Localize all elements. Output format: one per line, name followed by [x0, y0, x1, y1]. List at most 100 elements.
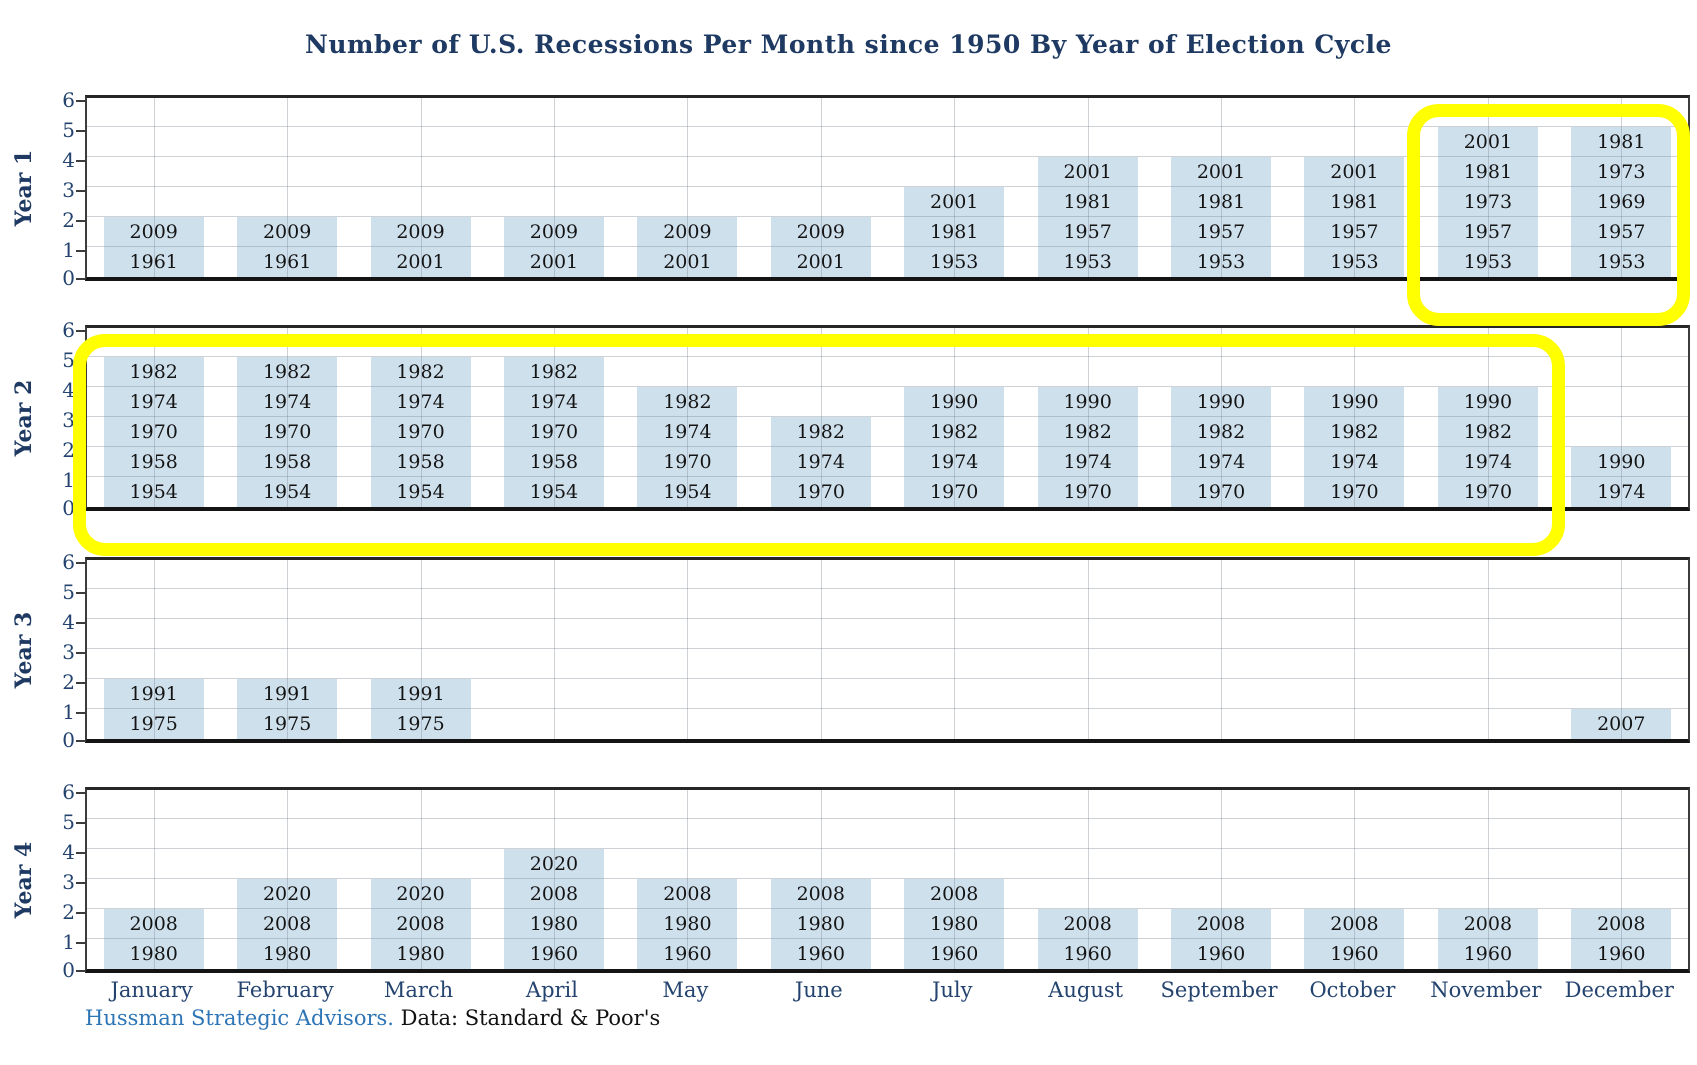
bar-segment-year: 1981	[1304, 187, 1405, 217]
y-tick-label: 0	[62, 266, 75, 290]
x-axis-label-december: December	[1564, 978, 1674, 1002]
gridline-horizontal	[87, 416, 1688, 417]
gridline-vertical	[1221, 560, 1223, 739]
bar-segment-year: 1974	[904, 447, 1005, 477]
x-axis-label-september: September	[1160, 978, 1278, 1002]
bar-segment-year: 1981	[1437, 157, 1538, 187]
bar-segment-year: 1960	[1037, 939, 1138, 969]
gridline-vertical	[553, 560, 555, 739]
panel-label-1: Year 1	[11, 149, 37, 227]
bar-segment-year: 1954	[370, 477, 471, 507]
bar-segment-year: 2001	[370, 247, 471, 277]
bar-segment-year: 1982	[1171, 417, 1272, 447]
y-tick-mark	[76, 792, 85, 794]
gridline-vertical	[820, 790, 822, 969]
bar-segment-year: 1974	[370, 387, 471, 417]
bar-segment-year: 1980	[770, 909, 871, 939]
x-axis-label-january: January	[110, 978, 193, 1002]
y-tick-label: 4	[62, 148, 75, 172]
bar-segment-year: 2001	[1437, 127, 1538, 157]
bar-segment-year: 1982	[237, 357, 338, 387]
y-tick-mark	[76, 822, 85, 824]
bar-segment-year: 1970	[1037, 477, 1138, 507]
bar-segment-year: 1974	[1571, 477, 1672, 507]
gridline-vertical	[553, 790, 555, 969]
bar-year1-november: 2001 1981 1973 1957 1953	[1437, 127, 1538, 277]
bar-segment-year: 1980	[503, 909, 604, 939]
y-tick-mark	[76, 450, 85, 452]
source-caption: Hussman Strategic Advisors. Data: Standa…	[85, 1006, 660, 1030]
source-link[interactable]: Hussman Strategic Advisors.	[85, 1006, 394, 1030]
bar-year2-march: 1982 1974 1970 1958 1954	[370, 357, 471, 507]
bar-segment-year: 1974	[237, 387, 338, 417]
x-axis-label-april: April	[525, 978, 578, 1002]
gridline-horizontal	[87, 648, 1688, 649]
gridline-vertical	[1354, 328, 1356, 507]
x-axis-label-october: October	[1309, 978, 1396, 1002]
bar-segment-year: 1953	[1304, 247, 1405, 277]
gridline-vertical	[287, 790, 289, 969]
bar-segment-year: 1970	[503, 417, 604, 447]
y-tick-mark	[76, 652, 85, 654]
bar-segment-year: 1961	[103, 247, 204, 277]
bar-year2-october: 1990 1982 1974 1970	[1304, 387, 1405, 507]
chart-panel-4: 2008 1980 2020 2008 1980 2020 2008 1980 2020 2008…	[85, 787, 1690, 973]
y-tick-mark	[76, 970, 85, 972]
bar-segment-year: 2020	[237, 879, 338, 909]
bar-segment-year: 1953	[904, 247, 1005, 277]
gridline-vertical	[687, 790, 689, 969]
gridline-vertical	[1087, 98, 1089, 277]
bar-segment-year: 1958	[503, 447, 604, 477]
bar-year4-march: 2020 2008 1980	[370, 879, 471, 969]
gridline-horizontal	[87, 818, 1688, 819]
bar-segment-year: 1975	[370, 709, 471, 739]
bar-segment-year: 2008	[237, 909, 338, 939]
y-tick-label: 5	[62, 580, 75, 604]
y-tick-label: 5	[62, 348, 75, 372]
bar-segment-year: 1981	[1571, 127, 1672, 157]
bar-year4-january: 2008 1980	[103, 909, 204, 969]
gridline-horizontal	[87, 708, 1688, 709]
gridline-horizontal	[87, 678, 1688, 679]
x-axis-label-november: November	[1430, 978, 1542, 1002]
gridline-vertical	[153, 98, 155, 277]
gridline-horizontal	[87, 618, 1688, 619]
y-tick-label: 6	[62, 88, 75, 112]
gridline-vertical	[1221, 98, 1223, 277]
bar-year4-april: 2020 2008 1980 1960	[503, 849, 604, 969]
y-tick-label: 5	[62, 810, 75, 834]
gridline-vertical	[1621, 790, 1623, 969]
bar-year3-february: 1991 1975	[237, 679, 338, 739]
bar-segment-year: 1974	[103, 387, 204, 417]
gridline-vertical	[1087, 790, 1089, 969]
y-tick-mark	[76, 250, 85, 252]
gridline-vertical	[1621, 560, 1623, 739]
y-tick-mark	[76, 160, 85, 162]
x-axis-label-august: August	[1048, 978, 1124, 1002]
bar-year1-january: 2009 1961	[103, 217, 204, 277]
y-tick-label: 0	[62, 958, 75, 982]
gridline-vertical	[1487, 560, 1489, 739]
x-axis-label-may: May	[662, 978, 709, 1002]
chart-panel-3: 1991 1975 1991 1975 1991 1975 2007	[85, 557, 1690, 743]
y-tick-mark	[76, 852, 85, 854]
gridline-horizontal	[87, 156, 1688, 157]
y-tick-label: 2	[62, 438, 75, 462]
bar-segment-year: 1982	[103, 357, 204, 387]
y-tick-mark	[76, 190, 85, 192]
bar-segment-year: 1982	[770, 417, 871, 447]
bar-segment-year: 1970	[637, 447, 738, 477]
bar-segment-year: 2008	[1571, 909, 1672, 939]
bar-segment-year: 2008	[1437, 909, 1538, 939]
gridline-vertical	[1221, 328, 1223, 507]
chart-panel-2: 1982 1974 1970 1958 1954 1982 1974 1970 1958 1954…	[85, 325, 1690, 511]
bar-segment-year: 1954	[103, 477, 204, 507]
bar-segment-year: 1981	[1037, 187, 1138, 217]
bar-segment-year: 2008	[770, 879, 871, 909]
bar-segment-year: 2008	[637, 879, 738, 909]
bar-year3-december: 2007	[1571, 709, 1672, 739]
bar-year1-july: 2001 1981 1953	[904, 187, 1005, 277]
bar-segment-year: 1981	[1171, 187, 1272, 217]
bar-segment-year: 1958	[370, 447, 471, 477]
gridline-vertical	[954, 560, 956, 739]
